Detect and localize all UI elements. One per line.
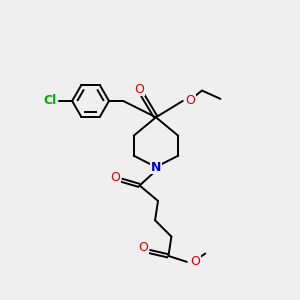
- Text: O: O: [135, 82, 145, 96]
- Text: N: N: [151, 160, 161, 174]
- Text: Cl: Cl: [43, 94, 56, 107]
- Text: O: O: [190, 255, 200, 268]
- Text: O: O: [186, 94, 196, 107]
- Text: O: O: [138, 242, 148, 254]
- Text: O: O: [110, 171, 120, 184]
